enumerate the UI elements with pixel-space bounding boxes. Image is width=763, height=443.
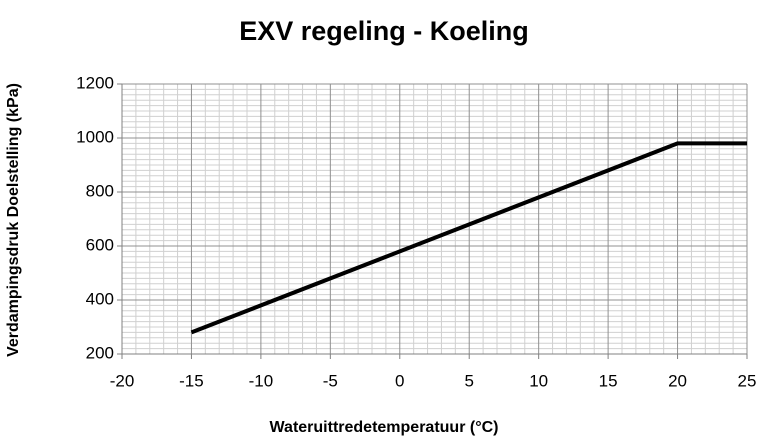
data-line xyxy=(190,141,747,335)
x-tick-label: 5 xyxy=(464,371,473,390)
y-tick-label: 800 xyxy=(86,181,114,200)
x-tick-label: -10 xyxy=(249,371,274,390)
y-tick-label: 400 xyxy=(86,289,114,308)
x-tick-label: 15 xyxy=(599,371,618,390)
y-tick-label: 1000 xyxy=(76,127,114,146)
x-tick-label: 25 xyxy=(738,371,757,390)
x-tick-label: -15 xyxy=(179,371,204,390)
x-tick-label: 10 xyxy=(529,371,548,390)
x-tick-label: 20 xyxy=(668,371,687,390)
chart-title: EXV regeling - Koeling xyxy=(239,16,529,46)
y-axis-label: Verdampingsdruk Doelstelling (kPa) xyxy=(5,83,22,357)
x-tick-label: 0 xyxy=(395,371,404,390)
x-tick-label: -5 xyxy=(323,371,338,390)
y-tick-label: 200 xyxy=(86,343,114,362)
x-tick-label: -20 xyxy=(110,371,135,390)
y-tick-label: 600 xyxy=(86,235,114,254)
x-axis-label: Wateruittredetemperatuur (°C) xyxy=(270,419,499,436)
y-tick-label: 1200 xyxy=(76,73,114,92)
